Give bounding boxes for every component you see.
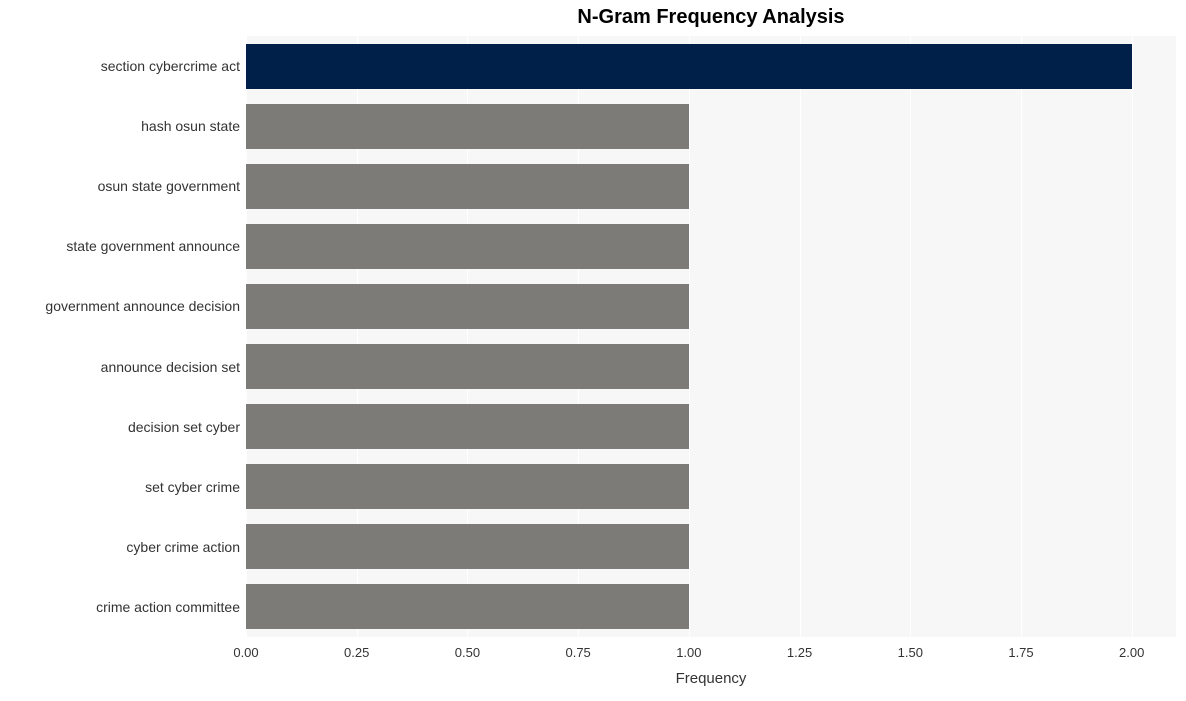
y-tick-label: cyber crime action	[126, 539, 240, 555]
y-tick-label: state government announce	[66, 238, 240, 254]
bar	[246, 104, 689, 149]
bar	[246, 44, 1132, 89]
bar	[246, 404, 689, 449]
bar	[246, 344, 689, 389]
bar	[246, 584, 689, 629]
grid-line	[1132, 36, 1133, 637]
bar	[246, 224, 689, 269]
x-axis-label: Frequency	[246, 670, 1176, 687]
x-tick-label: 0.00	[233, 645, 258, 660]
y-tick-label: decision set cyber	[128, 419, 240, 435]
y-tick-label: set cyber crime	[145, 479, 240, 495]
x-tick-label: 2.00	[1119, 645, 1144, 660]
x-tick-label: 0.75	[565, 645, 590, 660]
y-tick-label: section cybercrime act	[101, 58, 240, 74]
plot-area	[246, 36, 1176, 637]
x-tick-label: 1.75	[1008, 645, 1033, 660]
y-tick-label: government announce decision	[45, 298, 240, 314]
bar	[246, 164, 689, 209]
y-tick-label: crime action committee	[96, 599, 240, 615]
chart-title: N-Gram Frequency Analysis	[246, 6, 1176, 29]
grid-line	[910, 36, 911, 637]
x-tick-label: 0.50	[455, 645, 480, 660]
y-tick-label: announce decision set	[101, 359, 240, 375]
bar	[246, 464, 689, 509]
grid-line	[689, 36, 690, 637]
grid-line	[1021, 36, 1022, 637]
x-tick-label: 0.25	[344, 645, 369, 660]
bar	[246, 524, 689, 569]
x-tick-label: 1.00	[676, 645, 701, 660]
ngram-chart: N-Gram Frequency Analysis Frequency 0.00…	[0, 0, 1186, 701]
x-tick-label: 1.50	[898, 645, 923, 660]
y-tick-label: osun state government	[98, 178, 240, 194]
bar	[246, 284, 689, 329]
y-tick-label: hash osun state	[141, 118, 240, 134]
x-tick-label: 1.25	[787, 645, 812, 660]
grid-line	[800, 36, 801, 637]
